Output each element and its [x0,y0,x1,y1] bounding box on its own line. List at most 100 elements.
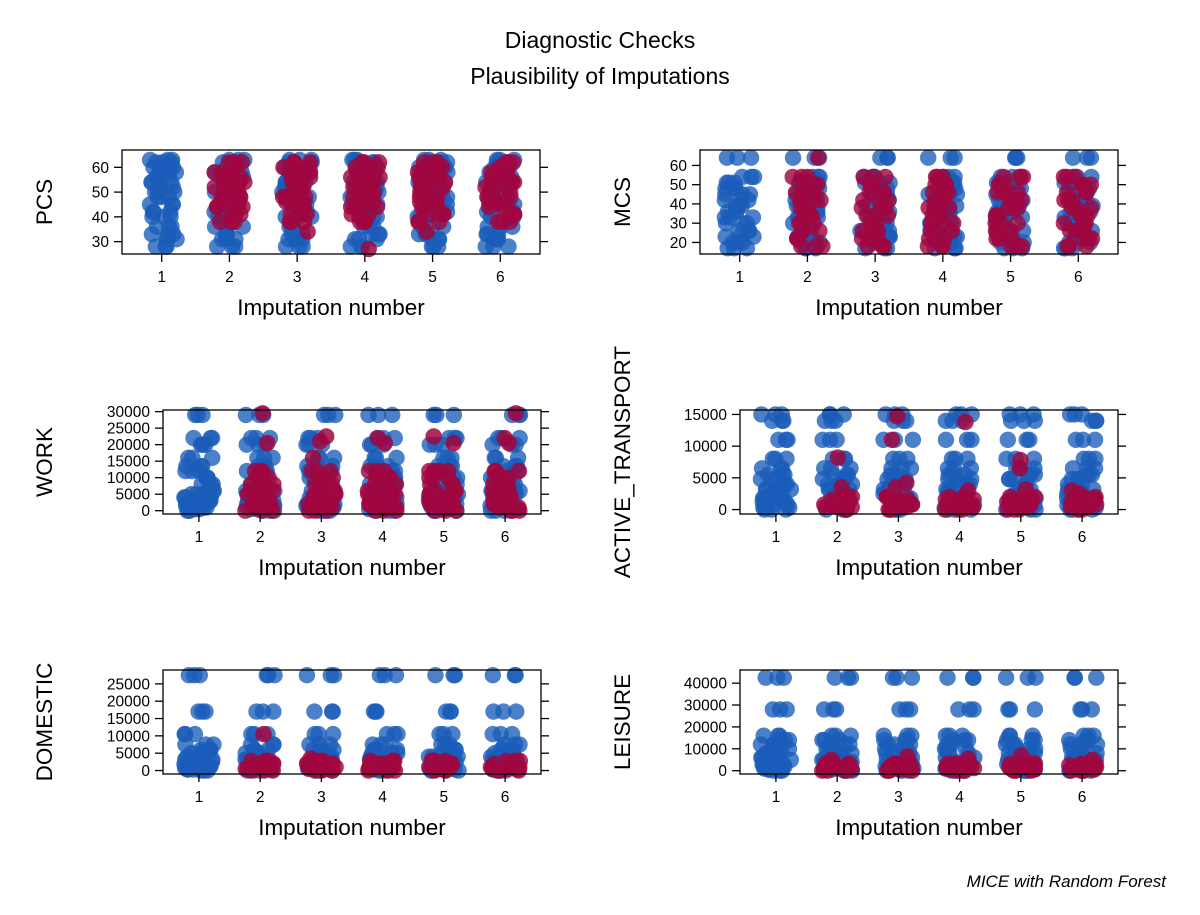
observed-point [324,725,342,743]
x-tick-label: 5 [440,529,449,546]
x-axis-title: Imputation number [258,815,446,840]
x-tick-label: 1 [157,269,166,286]
imputed-point [799,168,816,186]
observed-point [320,406,337,424]
observed-point [1067,431,1085,449]
imputed-point [302,154,319,171]
y-tick-label: 40000 [684,676,727,693]
observed-point [901,701,919,718]
observed-point [997,669,1015,686]
x-axis-title: Imputation number [835,815,1023,840]
observed-point [444,725,461,743]
x-tick-label: 1 [772,789,781,806]
imputed-point [1087,488,1104,506]
observed-point [388,449,405,467]
observed-point [1025,450,1043,468]
observed-point [243,725,260,743]
imputed-point [1009,184,1026,201]
observed-point [1064,460,1082,477]
chart-title-block: Diagnostic Checks Plausibility of Imputa… [0,22,1200,94]
x-tick-label: 6 [501,529,510,546]
observed-point [842,727,859,744]
imputed-point [259,434,276,452]
x-axis-title: Imputation number [815,295,1003,320]
observed-point [435,449,452,467]
imputed-point [927,168,945,186]
imputed-point [496,429,513,447]
observed-point [998,450,1015,468]
imputed-point [425,462,443,480]
y-tick-label: 10000 [684,741,727,758]
observed-point [1085,727,1102,744]
imputed-point [255,725,272,743]
imputed-point [418,223,435,240]
imputed-point [1084,751,1101,768]
observed-point [963,431,980,449]
observed-point [1086,431,1104,449]
observed-point [176,725,194,743]
x-tick-label: 4 [378,529,387,546]
observed-point [937,431,955,449]
x-tick-label: 4 [378,789,387,806]
y-tick-label: 15000 [107,454,150,471]
imputed-point [1009,214,1026,232]
observed-point [204,449,221,467]
imputed-point [841,755,858,772]
imputed-point [1013,747,1030,764]
observed-point [325,449,343,467]
observed-point [885,450,902,468]
x-tick-label: 3 [894,789,903,806]
plot-frame [162,409,542,515]
x-tick-label: 5 [440,789,449,806]
observed-point [965,669,982,686]
observed-point [310,725,327,743]
imputed-point [810,149,827,166]
observed-point [757,669,774,686]
observed-point [742,149,760,166]
imputed-point [1082,199,1100,216]
imputed-point [957,413,974,431]
x-tick-label: 5 [428,269,437,286]
observed-point [237,406,255,424]
observed-point [939,669,956,686]
imputed-point [1012,451,1029,469]
points-active-transport [752,406,1105,518]
observed-point [755,727,772,744]
y-tick-label: 50 [92,185,110,202]
observed-point [180,449,197,467]
imputed-point [499,154,517,171]
observed-point [1001,406,1018,423]
imputed-point [299,223,316,240]
observed-point [743,168,760,186]
observed-point [425,406,442,424]
imputed-point [360,462,378,480]
x-tick-label: 1 [195,789,204,806]
imputed-point [360,240,377,258]
y-axis-title: PCS [32,179,57,225]
observed-point [919,149,937,166]
imputed-point [486,462,503,480]
observed-point [446,667,464,684]
observed-point [775,669,792,686]
observed-point [183,485,200,503]
observed-point [718,149,736,166]
observed-point [298,667,316,684]
observed-point [826,669,843,686]
imputed-point [1058,184,1076,201]
observed-point [773,406,791,423]
y-tick-label: 15000 [107,711,150,728]
observed-point [441,703,459,720]
observed-point [778,701,795,718]
imputed-point [445,434,462,452]
imputed-point [946,755,964,772]
observed-point [814,431,831,449]
observed-point [879,149,896,166]
x-axis-title: Imputation number [835,555,1023,580]
observed-point [941,727,958,744]
x-tick-label: 3 [293,269,302,286]
y-tick-label: 25000 [107,421,150,438]
y-tick-label: 60 [670,158,688,175]
observed-point [185,429,202,447]
chart-title: Diagnostic Checks [504,27,696,53]
observed-point [495,703,512,720]
